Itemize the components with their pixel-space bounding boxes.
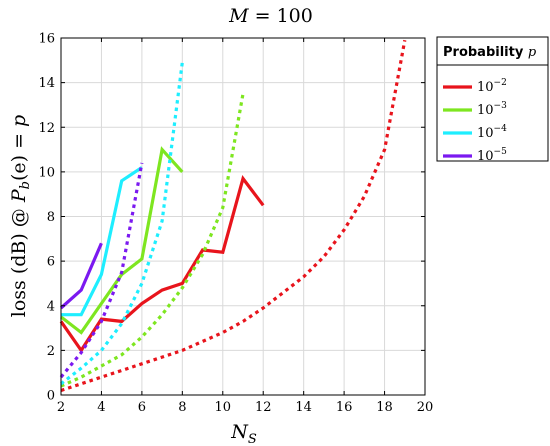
x-tick-label: 8 <box>178 400 186 415</box>
y-tick-label: 14 <box>38 76 55 91</box>
x-tick-label: 10 <box>215 400 232 415</box>
legend-label: 10−2 <box>477 78 507 95</box>
series-solid-line <box>60 146 184 335</box>
chart-title: M = 100 <box>228 5 313 27</box>
series-dotted-line <box>60 62 184 386</box>
legend-label: 10−4 <box>477 124 507 141</box>
series-solid-line <box>61 166 143 317</box>
legend-title: Probability p <box>443 45 537 60</box>
y-tick-label: 4 <box>47 299 55 314</box>
y-tick-label: 8 <box>47 210 55 225</box>
x-axis-label: NS <box>230 421 257 446</box>
x-tick-label: 4 <box>97 400 105 415</box>
x-tick-label: 6 <box>138 400 146 415</box>
y-tick-label: 2 <box>47 344 55 359</box>
y-tick-label: 12 <box>38 121 55 136</box>
legend: Probability p 10−2 10−3 10−4 10−5 <box>436 36 549 164</box>
series-solid-line <box>59 242 103 310</box>
legend-box <box>436 36 549 162</box>
series-solid-line <box>59 175 265 354</box>
x-tick-label: 14 <box>295 400 312 415</box>
x-tick-label: 2 <box>57 400 65 415</box>
x-tick-label: 16 <box>336 400 353 415</box>
y-tick-label: 10 <box>38 165 55 180</box>
y-tick-label: 16 <box>38 32 55 47</box>
series-dotted-line <box>59 162 144 379</box>
y-tick-label: 6 <box>47 255 55 270</box>
legend-label: 10−5 <box>477 147 507 164</box>
x-tick-label: 12 <box>255 400 272 415</box>
x-tick-label: 18 <box>376 400 393 415</box>
y-axis-label: loss (dB) @ Pb(e) = p <box>8 115 33 317</box>
plot-series <box>59 39 407 393</box>
legend-label: 10−3 <box>477 101 507 118</box>
y-tick-label: 0 <box>47 389 55 404</box>
series-dotted-line <box>60 39 407 393</box>
x-tick-label: 20 <box>417 400 434 415</box>
